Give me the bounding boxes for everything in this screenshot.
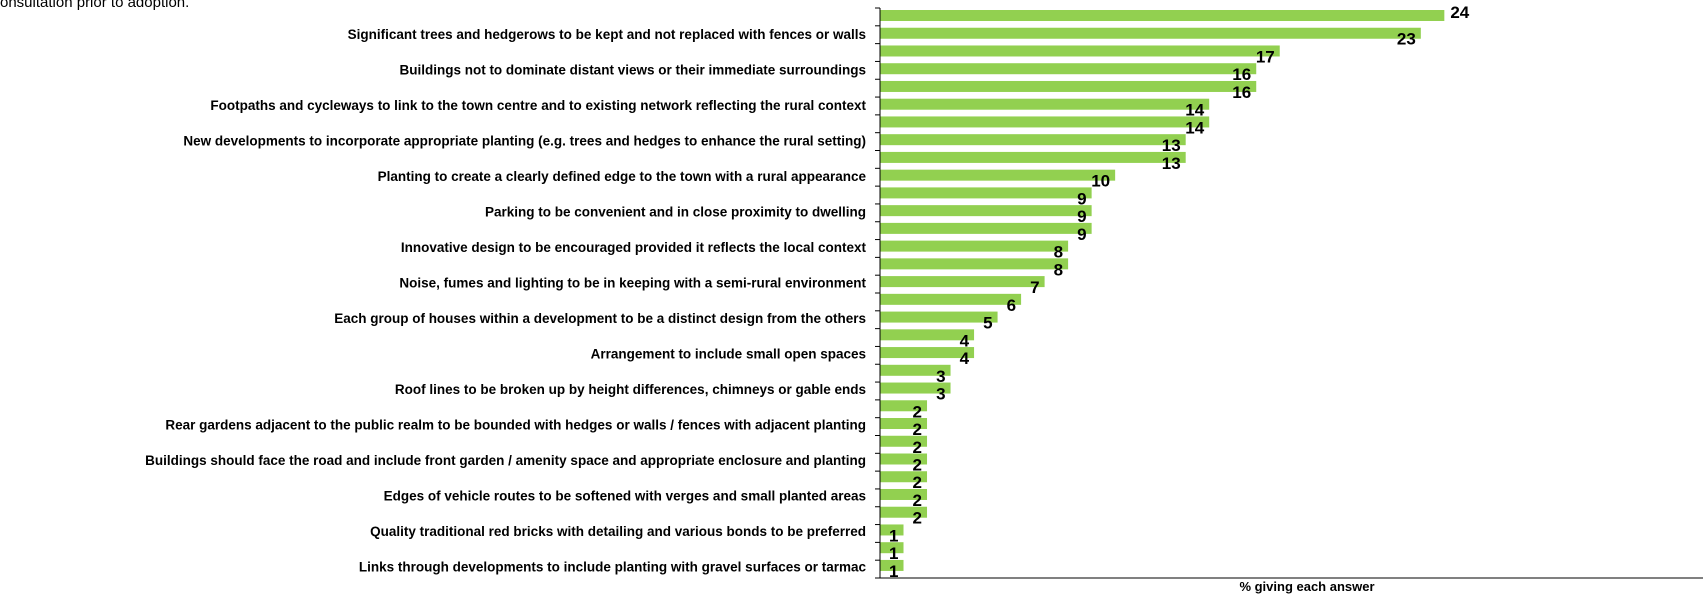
category-label: Buildings not to dominate distant views … (399, 63, 866, 78)
bar (880, 80, 1257, 92)
bar (880, 382, 951, 394)
data-label: 16 (1232, 65, 1251, 84)
data-label: 2 (913, 420, 922, 439)
data-label: 13 (1162, 154, 1181, 173)
data-label: 14 (1185, 101, 1204, 120)
data-label: 2 (913, 402, 922, 421)
data-label: 8 (1054, 243, 1063, 262)
data-label: 1 (889, 544, 898, 563)
data-label: 9 (1077, 225, 1086, 244)
data-label: 2 (913, 509, 922, 528)
bar (880, 488, 928, 500)
category-labels: Significant trees and hedgerows to be ke… (145, 27, 866, 575)
category-label: Quality traditional red bricks with deta… (370, 524, 866, 539)
category-label: Links through developments to include pl… (359, 560, 867, 575)
bar (880, 63, 1257, 75)
category-label: Parking to be convenient and in close pr… (485, 205, 866, 220)
category-label: Each group of houses within a developmen… (334, 311, 866, 326)
data-label: 13 (1162, 136, 1181, 155)
bar (880, 98, 1210, 110)
bar (880, 134, 1186, 146)
x-axis-title: % giving each answer (1239, 579, 1374, 594)
data-label: 16 (1232, 83, 1251, 102)
bar (880, 311, 998, 323)
bars (880, 10, 1445, 571)
bar (880, 27, 1421, 39)
axes (875, 7, 1703, 579)
bar (880, 418, 928, 430)
bar (880, 276, 1045, 288)
category-label: Planting to create a clearly defined edg… (378, 169, 867, 184)
data-label: 8 (1054, 260, 1063, 279)
data-label: 4 (960, 331, 970, 350)
bar (880, 435, 928, 447)
data-label: 2 (913, 473, 922, 492)
data-label: 7 (1030, 278, 1039, 297)
bar (880, 205, 1092, 217)
data-label: 3 (936, 385, 945, 404)
bar (880, 169, 1116, 181)
bar (880, 45, 1280, 57)
bar (880, 542, 904, 554)
bar (880, 400, 928, 412)
category-label: Roof lines to be broken up by height dif… (395, 382, 866, 397)
bar (880, 293, 1022, 305)
bar (880, 329, 975, 341)
category-label: Buildings should face the road and inclu… (145, 453, 866, 468)
data-label: 14 (1185, 118, 1204, 137)
data-label: 1 (889, 562, 898, 581)
data-label: 23 (1397, 30, 1416, 49)
chart-top-note: onsultation prior to adoption. (0, 0, 190, 11)
category-label: Footpaths and cycleways to link to the t… (210, 98, 866, 113)
data-label: 6 (1007, 296, 1016, 315)
data-label: 9 (1077, 189, 1086, 208)
bar (880, 240, 1069, 252)
bar (880, 222, 1092, 234)
bar (880, 471, 928, 483)
category-label: Noise, fumes and lighting to be in keepi… (399, 276, 866, 291)
bar (880, 559, 904, 571)
bar (880, 116, 1210, 128)
bar (880, 347, 975, 359)
value-labels: 2423171616141413131099988765443322222221… (889, 3, 1470, 581)
data-label: 4 (960, 349, 970, 368)
category-label: New developments to incorporate appropri… (183, 134, 866, 149)
bar (880, 258, 1069, 270)
data-label: 1 (889, 526, 898, 545)
data-label: 10 (1091, 172, 1110, 191)
data-label: 5 (983, 314, 992, 333)
bar (880, 364, 951, 376)
bar (880, 453, 928, 465)
data-label: 24 (1450, 3, 1469, 22)
bar (880, 151, 1186, 163)
data-label: 2 (913, 491, 922, 510)
bar (880, 524, 904, 536)
category-label: Edges of vehicle routes to be softened w… (384, 489, 866, 504)
category-label: Innovative design to be encouraged provi… (401, 240, 867, 255)
data-label: 9 (1077, 207, 1086, 226)
category-label: Arrangement to include small open spaces (591, 347, 866, 362)
category-label: Rear gardens adjacent to the public real… (165, 418, 866, 433)
bar (880, 187, 1092, 199)
category-label: Significant trees and hedgerows to be ke… (348, 27, 866, 42)
data-label: 3 (936, 367, 945, 386)
bar (880, 506, 928, 518)
data-label: 17 (1256, 47, 1275, 66)
data-label: 2 (913, 456, 922, 475)
data-label: 2 (913, 438, 922, 457)
bar (880, 10, 1445, 21)
